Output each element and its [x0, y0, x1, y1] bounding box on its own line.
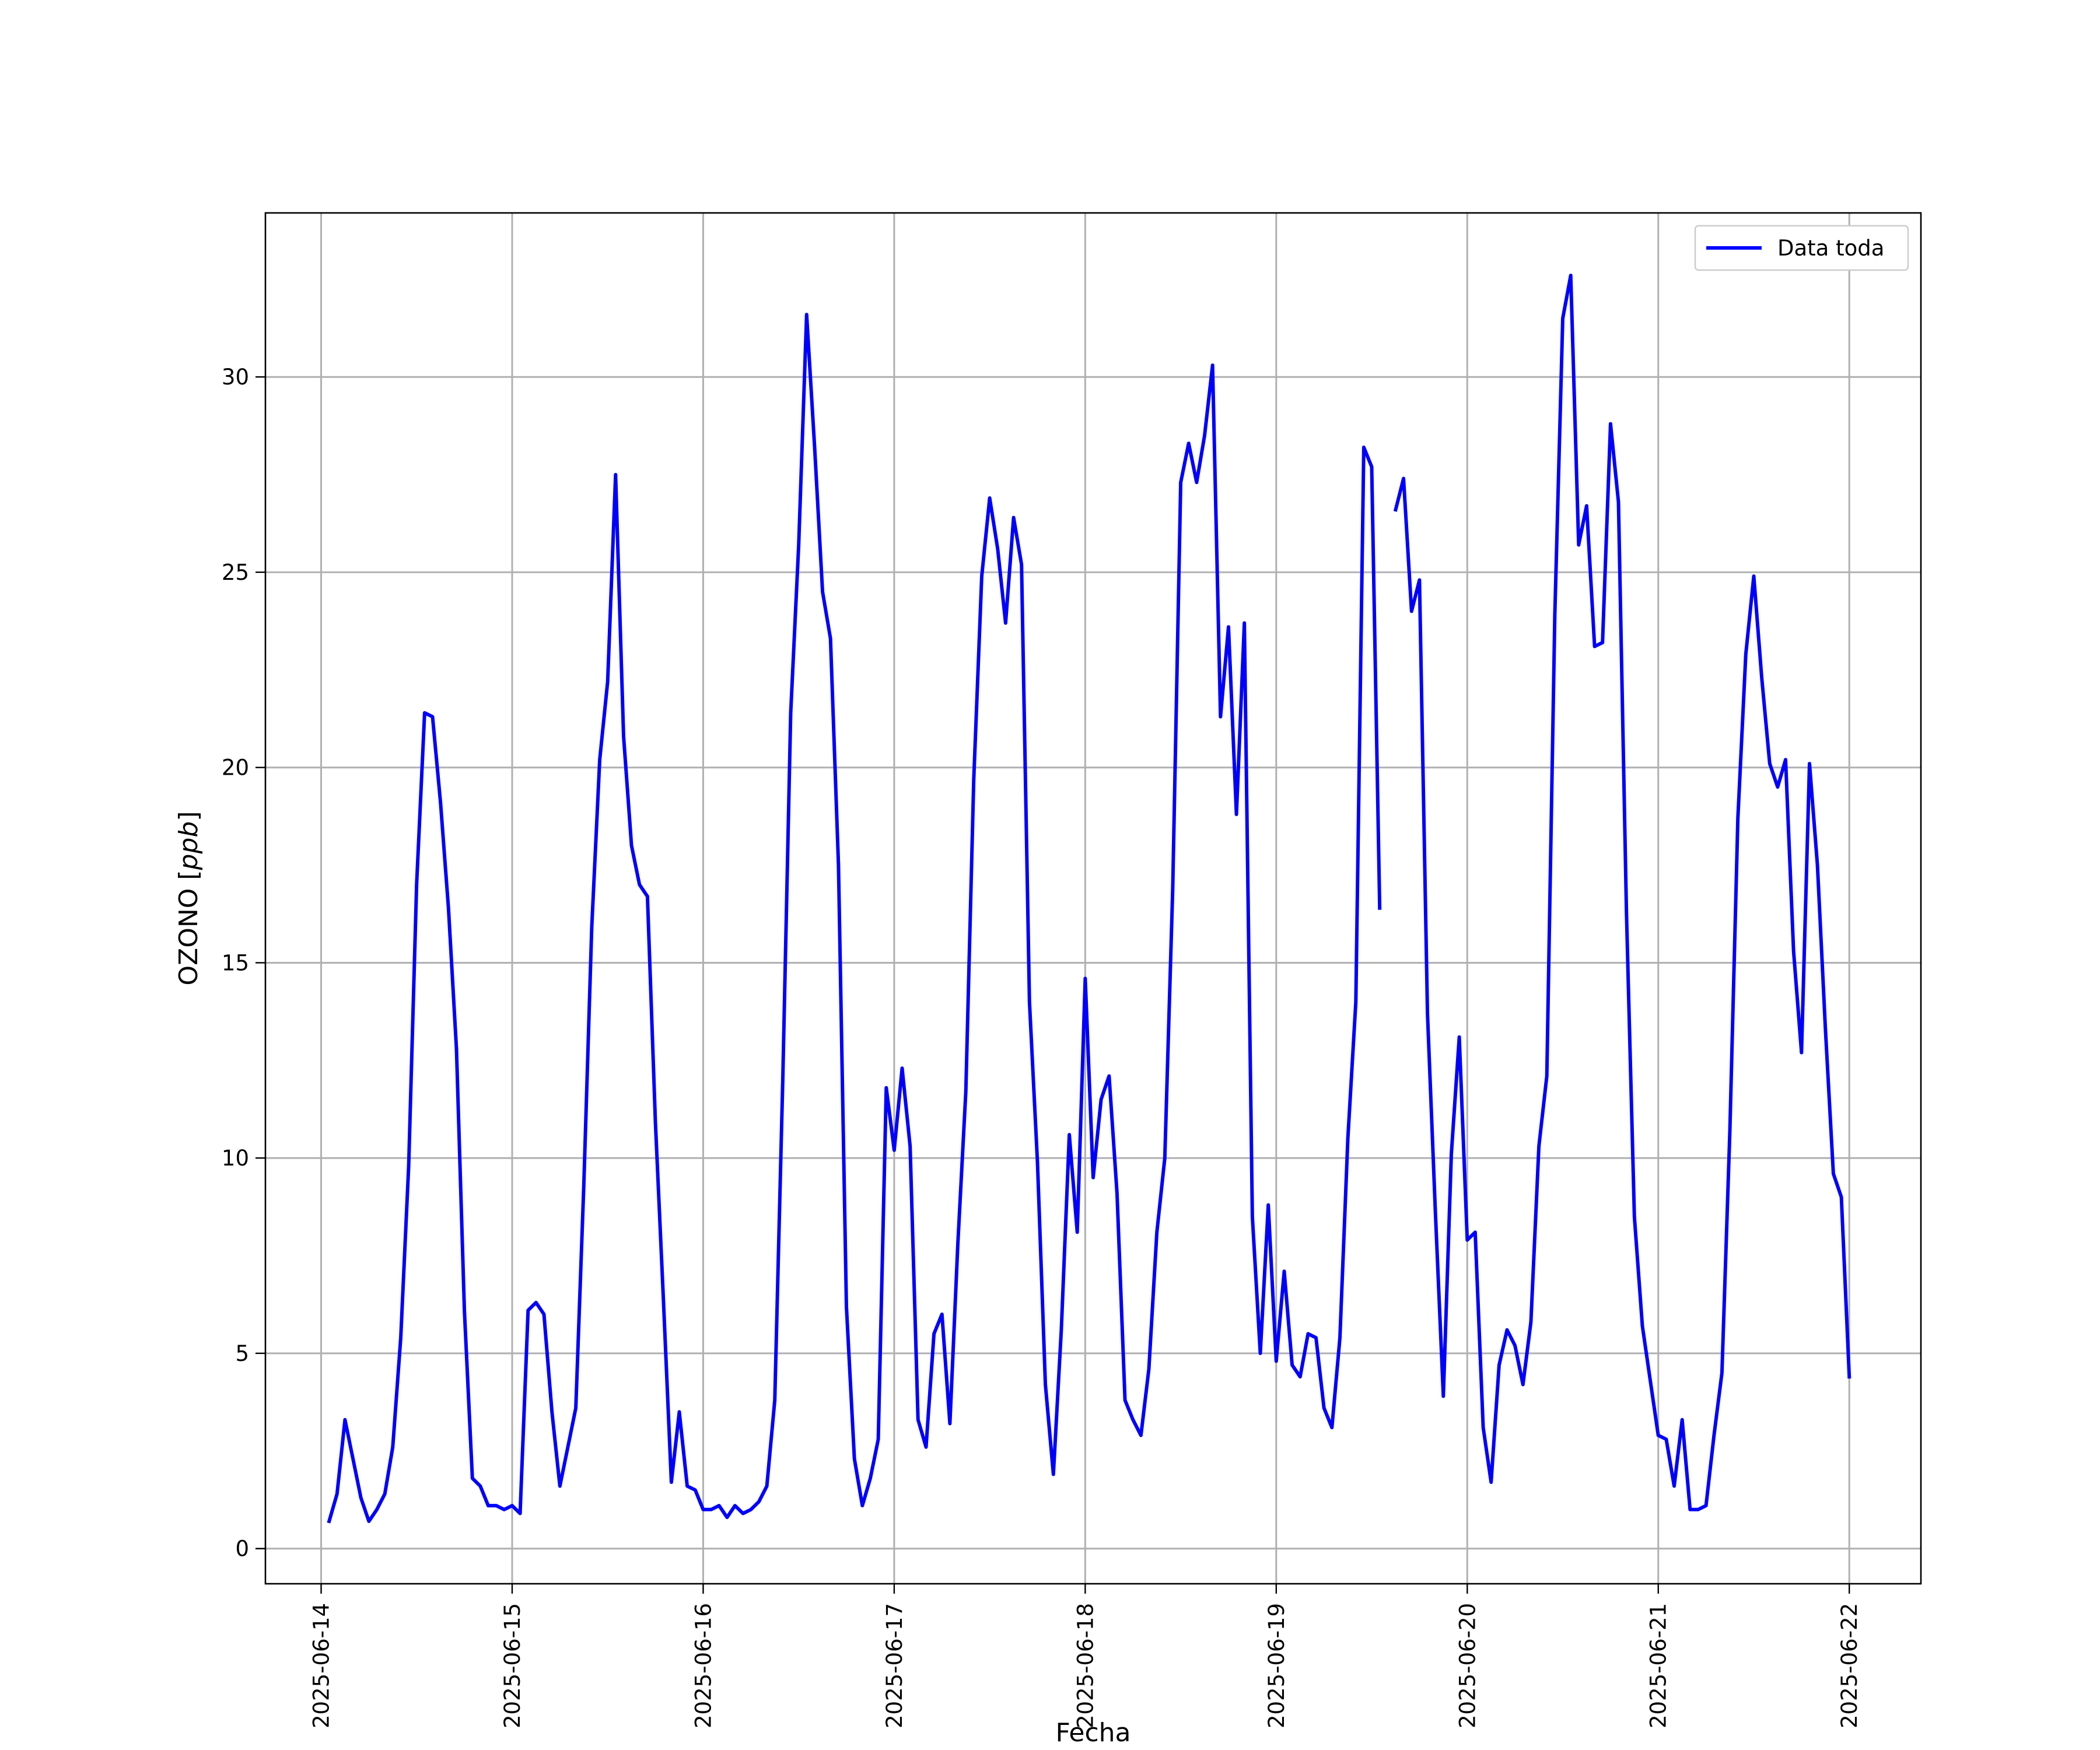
legend-label: Data toda: [1777, 236, 1884, 261]
y-tick-label: 30: [222, 365, 249, 390]
y-axis-label: OZONO [ppb]: [174, 811, 204, 985]
y-axis: 0 5 10 15 20 25 30: [222, 365, 265, 1562]
x-tick-label: 2025-06-16: [691, 1603, 716, 1728]
y-tick-label: 15: [222, 950, 249, 975]
x-tick-label: 2025-06-22: [1837, 1603, 1862, 1728]
x-tick-label: 2025-06-21: [1646, 1603, 1671, 1728]
y-tick-label: 5: [235, 1341, 249, 1366]
x-tick-label: 2025-06-19: [1264, 1603, 1289, 1728]
x-tick-label: 2025-06-20: [1455, 1603, 1480, 1728]
x-tick-label: 2025-06-17: [882, 1603, 907, 1728]
series-group: [327, 274, 1852, 1524]
series-line: [327, 313, 1382, 1524]
y-tick-label: 20: [222, 755, 249, 780]
legend-box: [1694, 225, 1909, 271]
plot-area: [265, 213, 1921, 1584]
x-tick-label: 2025-06-18: [1073, 1603, 1098, 1728]
series-line: [1393, 274, 1852, 1511]
y-tick-label: 0: [235, 1536, 249, 1562]
y-tick-label: 25: [222, 560, 249, 585]
legend: Data toda: [1694, 225, 1909, 271]
x-axis-label: Fecha: [1055, 1718, 1130, 1748]
y-tick-label: 10: [222, 1146, 249, 1171]
x-tick-label: 2025-06-15: [500, 1603, 525, 1728]
plot-frame: [264, 212, 1922, 1585]
x-tick-label: 2025-06-14: [309, 1603, 334, 1728]
x-axis: 2025-06-14 2025-06-15 2025-06-16 2025-06-17…: [309, 1584, 1862, 1728]
